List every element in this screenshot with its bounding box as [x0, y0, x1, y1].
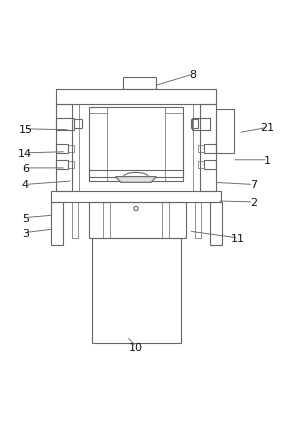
Bar — [198, 145, 204, 153]
Bar — [210, 203, 222, 245]
Text: 6: 6 — [22, 163, 29, 173]
Bar — [191, 120, 198, 129]
Text: 21: 21 — [261, 123, 275, 133]
Text: 4: 4 — [22, 180, 29, 190]
Bar — [74, 120, 82, 129]
Bar — [56, 104, 72, 192]
Bar — [72, 104, 79, 192]
Text: 8: 8 — [190, 70, 197, 80]
Text: 2: 2 — [250, 197, 257, 207]
Bar — [51, 203, 63, 245]
Bar — [194, 203, 201, 238]
Text: 7: 7 — [250, 180, 257, 190]
Bar — [204, 144, 216, 154]
Text: 5: 5 — [22, 213, 29, 223]
Bar — [193, 104, 200, 192]
Bar — [72, 203, 78, 238]
Bar — [56, 160, 68, 169]
Text: 14: 14 — [18, 148, 32, 159]
Bar — [89, 171, 183, 177]
Bar — [200, 104, 216, 192]
Bar — [216, 109, 234, 154]
Bar — [92, 238, 181, 344]
Bar — [56, 144, 68, 154]
Bar — [123, 78, 156, 89]
Text: 3: 3 — [22, 228, 29, 238]
Text: 10: 10 — [129, 342, 143, 352]
Text: 11: 11 — [231, 233, 245, 243]
Bar — [204, 160, 216, 169]
Bar — [56, 89, 216, 104]
Bar — [68, 161, 74, 169]
Bar — [198, 161, 204, 169]
Bar — [51, 192, 221, 203]
Bar — [56, 118, 74, 130]
Bar — [89, 203, 185, 238]
Text: 15: 15 — [18, 125, 32, 135]
Text: 1: 1 — [264, 155, 271, 166]
Bar — [89, 108, 183, 181]
Bar — [68, 145, 74, 153]
Bar — [192, 118, 210, 130]
Polygon shape — [116, 177, 156, 183]
